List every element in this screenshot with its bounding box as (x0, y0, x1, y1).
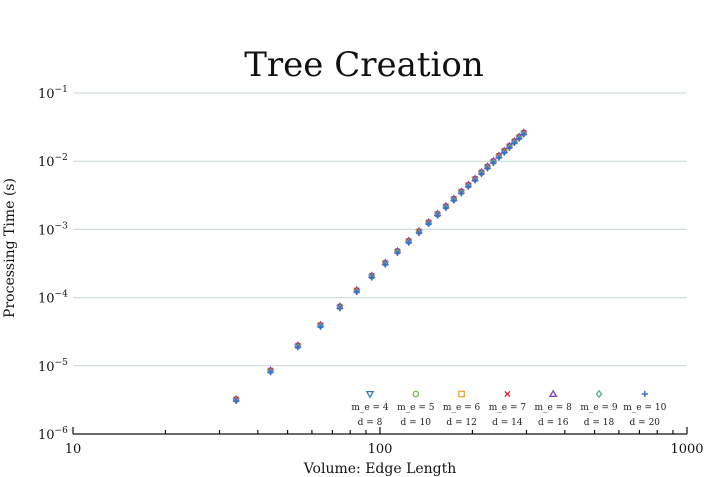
legend-label: m_e = 4 (351, 403, 389, 413)
legend-label: d = 16 (538, 418, 569, 428)
data-point (451, 198, 457, 204)
legend-entry-4: m_e = 7 d = 14 (489, 390, 527, 428)
data-point (472, 178, 478, 184)
legend-label: d = 12 (446, 418, 476, 428)
legend-label: m_e = 9 (580, 403, 618, 413)
data-point (511, 140, 517, 147)
y-tick-label: 10−5 (38, 358, 68, 375)
data-point (337, 306, 343, 312)
grid-lines (73, 92, 687, 367)
data-point (406, 240, 412, 246)
legend-marker (641, 390, 648, 398)
legend-marker (504, 390, 511, 398)
data-point (521, 132, 527, 138)
data-point (354, 289, 360, 295)
data-point (496, 155, 502, 161)
chart-title: Tree Creation (244, 45, 484, 85)
legend-label: m_e = 8 (535, 403, 573, 413)
axes (72, 427, 688, 435)
legend: m_e = 4d = 8m_e = 5d = 10m_e = 6d = 12m_… (351, 389, 667, 428)
y-tick-label: 10−4 (38, 290, 68, 307)
legend-marker (458, 390, 465, 398)
data-point (478, 171, 485, 178)
tick-labels: 10 100 1000 10−6 10−5 10−4 10−3 10−2 10−1 (38, 85, 704, 457)
legend-label: d = 14 (492, 418, 523, 428)
data-point (233, 398, 239, 404)
data-point (295, 345, 301, 351)
y-tick-label: 10−6 (38, 426, 68, 443)
data-point (490, 160, 496, 166)
x-tick-label: 1000 (670, 442, 703, 457)
legend-entry-2: m_e = 5 d = 10 (397, 390, 435, 428)
x-tick-label: 100 (368, 442, 393, 457)
legend-entry-6: m_e = 9 d = 18 (580, 389, 618, 428)
x-axis-label: Volume: Edge Length (303, 461, 457, 477)
legend-entry-1: m_e = 4 d = 8 (351, 390, 389, 428)
legend-label: m_e = 10 (623, 403, 666, 413)
legend-marker (548, 389, 558, 398)
marker-stroke (504, 390, 511, 398)
y-axis-label: Processing Time (s) (2, 178, 18, 318)
legend-label: d = 10 (401, 418, 432, 428)
data-point (506, 145, 513, 151)
legend-label: d = 18 (584, 418, 615, 428)
data-point (443, 205, 449, 211)
data-point (426, 221, 432, 228)
data-points (232, 128, 528, 405)
legend-label: m_e = 5 (397, 403, 435, 413)
data-point (382, 262, 388, 268)
data-point (465, 184, 471, 190)
y-tick-label: 10−3 (38, 221, 68, 238)
legend-marker (595, 389, 603, 399)
data-point (317, 324, 324, 330)
legend-entry-5: m_e = 8 d = 16 (535, 389, 573, 428)
data-point (394, 250, 401, 256)
x-tick-label: 10 (65, 442, 82, 457)
data-point (369, 275, 375, 281)
legend-label: m_e = 6 (443, 403, 481, 413)
legend-marker (365, 390, 375, 399)
data-point (458, 191, 464, 197)
legend-label: d = 20 (630, 418, 661, 428)
data-point (434, 213, 441, 219)
legend-label: m_e = 7 (489, 403, 527, 413)
data-point (501, 150, 507, 156)
data-point (267, 369, 274, 376)
data-point (484, 166, 491, 172)
series-5-points (232, 128, 528, 402)
series-7-points (233, 132, 527, 404)
y-tick-label: 10−1 (38, 85, 68, 102)
y-tick-label: 10−2 (38, 153, 68, 170)
legend-marker (412, 390, 420, 398)
data-point (416, 230, 422, 237)
legend-entry-3: m_e = 6 d = 12 (443, 390, 481, 428)
legend-label: d = 8 (358, 418, 383, 428)
data-point (516, 136, 522, 142)
legend-entry-7: m_e = 10 d = 20 (623, 390, 667, 428)
